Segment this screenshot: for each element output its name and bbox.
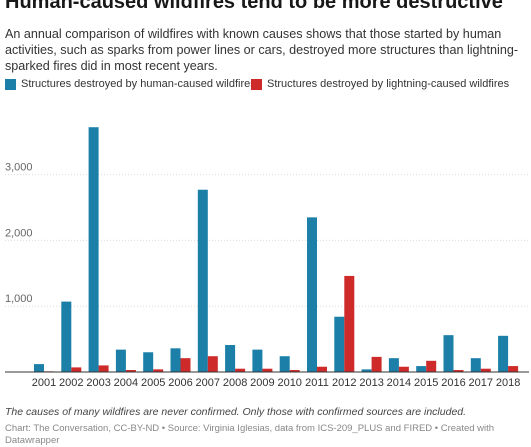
- x-tick-label: 2008: [223, 377, 247, 389]
- bar-human: [388, 358, 399, 372]
- x-tick-label: 2010: [277, 377, 301, 389]
- bar-human: [361, 369, 372, 372]
- x-tick-label: 2005: [141, 377, 165, 389]
- bar-human: [307, 217, 317, 372]
- bar-lightning: [71, 367, 82, 372]
- chart-subtitle: An annual comparison of wildfires with k…: [5, 27, 519, 73]
- bar-lightning: [480, 368, 491, 372]
- bar-lightning: [289, 370, 300, 372]
- bar-lightning: [125, 370, 136, 372]
- chart-source: Chart: The Conversation, CC-BY-ND • Sour…: [5, 423, 495, 446]
- x-tick-label: 2017: [469, 377, 493, 389]
- x-axis-labels: 2001 2002 2003 2004 2005 2006 2007 2008 2009 2010…: [32, 377, 521, 389]
- bar-human: [279, 356, 290, 372]
- bar-human: [225, 345, 236, 372]
- bar-lightning: [262, 368, 273, 372]
- bar-human: [143, 352, 154, 372]
- bar-lightning: [180, 358, 191, 372]
- legend-item-lightning: Structures destroyed by lightning-caused…: [251, 78, 509, 90]
- bar-human: [88, 127, 99, 372]
- x-tick-label: 2003: [86, 377, 110, 389]
- legend: Structures destroyed by human-caused wil…: [5, 78, 531, 94]
- bar-lightning: [426, 360, 437, 372]
- x-tick-label: 2007: [196, 377, 220, 389]
- bar-human: [61, 301, 72, 372]
- legend-swatch-human: [5, 78, 16, 90]
- legend-label-lightning: Structures destroyed by lightning-caused…: [267, 78, 510, 90]
- bar-lightning: [317, 366, 327, 372]
- bar-human: [34, 364, 44, 372]
- chart-title: Human-caused wildfires tend to be more d…: [5, 0, 503, 13]
- bar-lightning: [508, 366, 519, 372]
- bar-lightning: [344, 275, 355, 372]
- bar-lightning: [153, 369, 164, 372]
- bar-human: [197, 189, 208, 372]
- bar-human: [115, 349, 126, 372]
- bars-layer: [5, 127, 529, 373]
- x-tick-label: 2014: [387, 377, 411, 389]
- legend-swatch-lightning: [251, 78, 262, 90]
- bar-human: [416, 366, 427, 372]
- bar-human: [498, 335, 509, 372]
- bar-human: [252, 349, 263, 372]
- bar-lightning: [398, 366, 409, 372]
- chart-note: The causes of many wildfires are never c…: [5, 406, 467, 418]
- x-tick-label: 2002: [59, 377, 83, 389]
- x-tick-label: 2001: [32, 377, 56, 389]
- x-tick-label: 2011: [305, 377, 329, 389]
- bar-human: [443, 335, 454, 372]
- y-tick-label: 3,000: [5, 162, 33, 174]
- bar-human: [170, 348, 181, 372]
- bar-lightning: [371, 356, 382, 372]
- x-tick-label: 2016: [441, 377, 465, 389]
- x-tick-label: 2004: [114, 377, 138, 389]
- legend-item-human: Structures destroyed by human-caused wil…: [5, 78, 256, 90]
- bar-lightning: [453, 370, 464, 372]
- x-tick-label: 2009: [250, 377, 274, 389]
- x-tick-label: 2012: [332, 377, 356, 389]
- bar-chart: 1,000 2,000 3,000 2001 2002 2003 2004 2005 2006…: [5, 127, 529, 389]
- legend-label-human: Structures destroyed by human-caused wil…: [21, 78, 256, 90]
- y-tick-label: 2,000: [5, 227, 33, 239]
- bar-human: [334, 316, 345, 372]
- bar-lightning: [235, 368, 246, 372]
- bar-lightning: [98, 365, 109, 372]
- y-tick-label: 1,000: [5, 293, 33, 305]
- x-tick-label: 2015: [414, 377, 438, 389]
- x-tick-label: 2018: [496, 377, 520, 389]
- bar-lightning: [207, 356, 218, 372]
- bar-human: [470, 358, 481, 372]
- x-tick-label: 2006: [168, 377, 192, 389]
- x-tick-label: 2013: [359, 377, 383, 389]
- grid-layer: 1,000 2,000 3,000: [5, 162, 529, 307]
